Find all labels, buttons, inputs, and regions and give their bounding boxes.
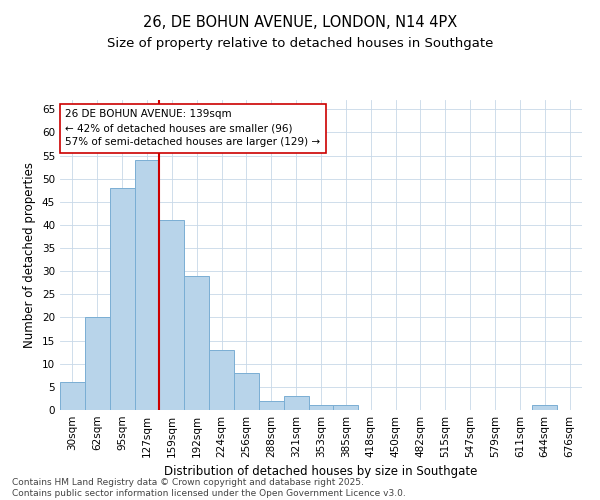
Bar: [259, 400, 284, 410]
Bar: [308, 406, 334, 410]
Bar: [134, 160, 160, 410]
Bar: [334, 406, 358, 410]
Text: 26 DE BOHUN AVENUE: 139sqm
← 42% of detached houses are smaller (96)
57% of semi: 26 DE BOHUN AVENUE: 139sqm ← 42% of deta…: [65, 110, 320, 148]
Bar: [209, 350, 234, 410]
Bar: [184, 276, 209, 410]
Text: 26, DE BOHUN AVENUE, LONDON, N14 4PX: 26, DE BOHUN AVENUE, LONDON, N14 4PX: [143, 15, 457, 30]
Bar: [284, 396, 308, 410]
Bar: [85, 318, 110, 410]
Bar: [234, 373, 259, 410]
Bar: [160, 220, 184, 410]
X-axis label: Distribution of detached houses by size in Southgate: Distribution of detached houses by size …: [164, 466, 478, 478]
Y-axis label: Number of detached properties: Number of detached properties: [23, 162, 37, 348]
Text: Contains HM Land Registry data © Crown copyright and database right 2025.
Contai: Contains HM Land Registry data © Crown c…: [12, 478, 406, 498]
Text: Size of property relative to detached houses in Southgate: Size of property relative to detached ho…: [107, 38, 493, 51]
Bar: [110, 188, 134, 410]
Bar: [532, 406, 557, 410]
Bar: [60, 382, 85, 410]
